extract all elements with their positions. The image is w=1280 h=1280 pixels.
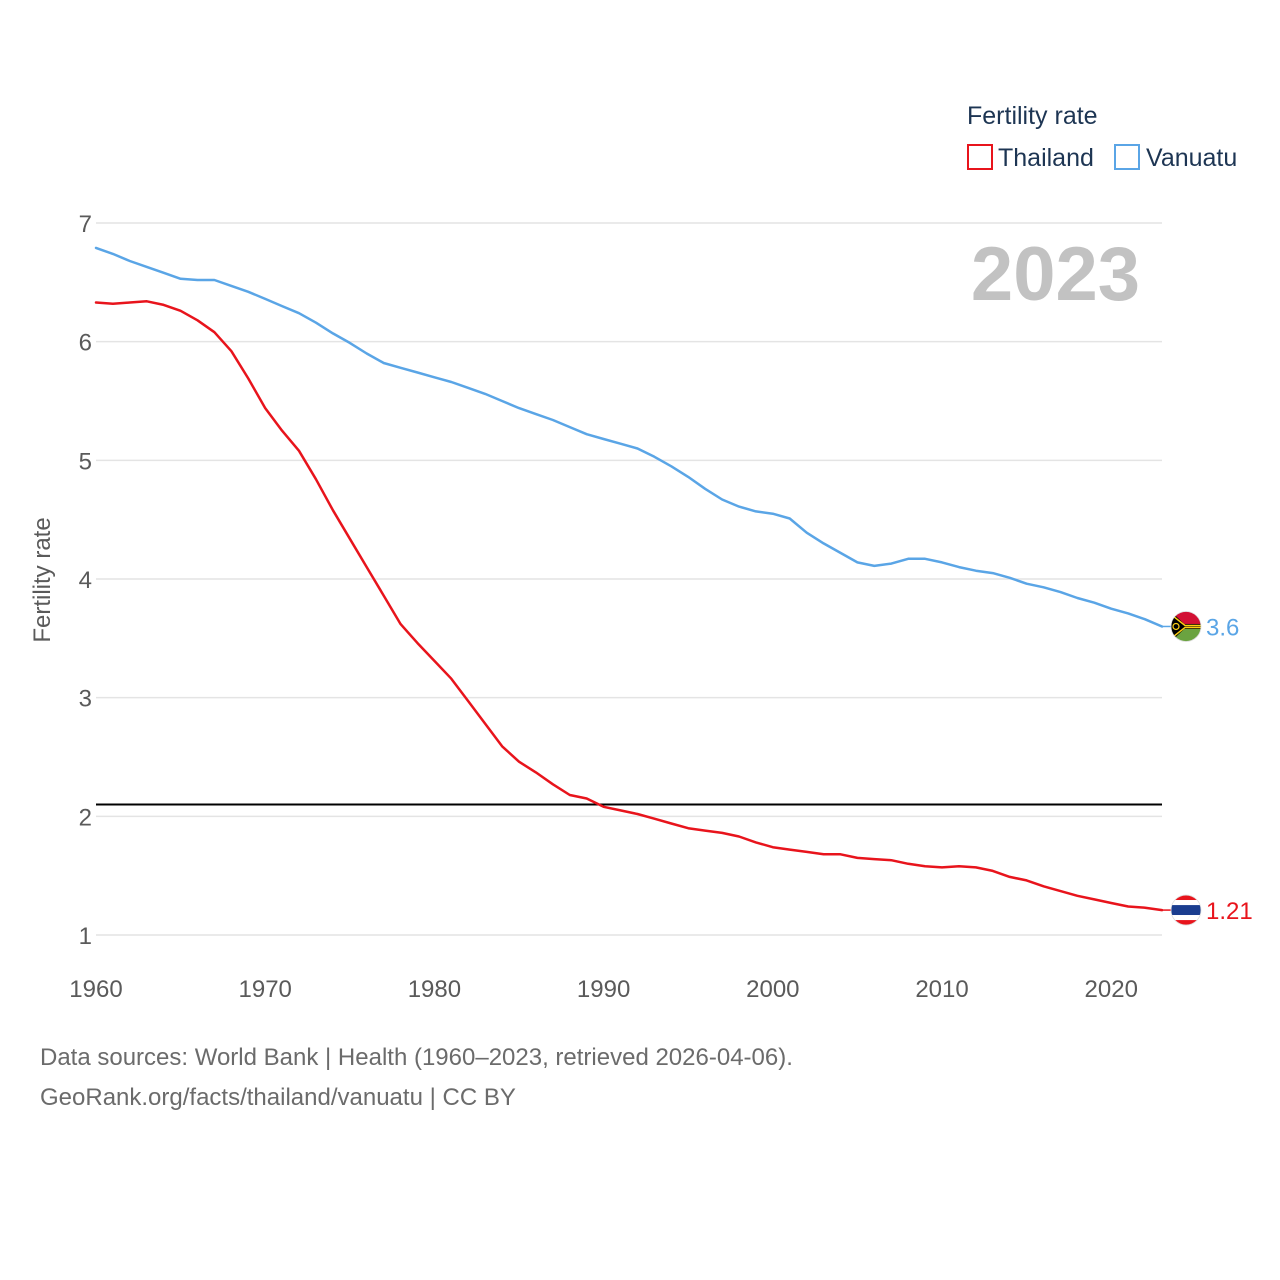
x-axis-ticks: 1960 1970 1980 1990 2000 2010 2020 — [69, 976, 1138, 1003]
y-axis-title: Fertility rate — [29, 517, 56, 642]
current-year-label: 2023 — [971, 232, 1140, 317]
y-tick-label-3: 3 — [79, 686, 92, 713]
end-value-label-vanuatu: 3.6 — [1206, 614, 1239, 641]
series-end-markers: 1.21 3.6 — [1162, 611, 1253, 926]
x-tick-label-2020: 2020 — [1085, 976, 1138, 1003]
footer-attribution: GeoRank.org/facts/thailand/vanuatu | CC … — [40, 1084, 516, 1111]
end-value-label-thailand: 1.21 — [1206, 898, 1253, 925]
y-tick-label-6: 6 — [79, 330, 92, 357]
series-line-thailand[interactable] — [94, 300, 1164, 912]
y-tick-label-1: 1 — [79, 923, 92, 950]
x-tick-label-1970: 1970 — [239, 976, 292, 1003]
y-tick-label-5: 5 — [79, 448, 92, 475]
y-tick-label-2: 2 — [79, 804, 92, 831]
thailand-flag-icon — [1170, 894, 1202, 926]
legend-label-thailand[interactable]: Thailand — [998, 144, 1094, 172]
y-axis-ticks: 1 2 3 4 5 6 7 — [79, 211, 92, 950]
vanuatu-flag-icon — [1170, 611, 1202, 642]
x-tick-label-2010: 2010 — [915, 976, 968, 1003]
y-tick-label-7: 7 — [79, 211, 92, 238]
footer-data-sources: Data sources: World Bank | Health (1960–… — [40, 1044, 793, 1071]
x-tick-label-2000: 2000 — [746, 976, 799, 1003]
legend-title: Fertility rate — [967, 102, 1098, 130]
legend-label-vanuatu[interactable]: Vanuatu — [1146, 144, 1237, 172]
legend: Fertility rate Thailand Vanuatu — [967, 102, 1237, 172]
gridlines — [96, 222, 1162, 936]
legend-swatch-vanuatu[interactable] — [1114, 144, 1140, 170]
series-line-vanuatu[interactable] — [94, 246, 1164, 628]
x-tick-label-1980: 1980 — [408, 976, 461, 1003]
x-tick-label-1960: 1960 — [69, 976, 122, 1003]
y-tick-label-4: 4 — [79, 567, 92, 594]
legend-swatch-thailand[interactable] — [967, 144, 993, 170]
series-lines — [94, 246, 1164, 912]
x-tick-label-1990: 1990 — [577, 976, 630, 1003]
